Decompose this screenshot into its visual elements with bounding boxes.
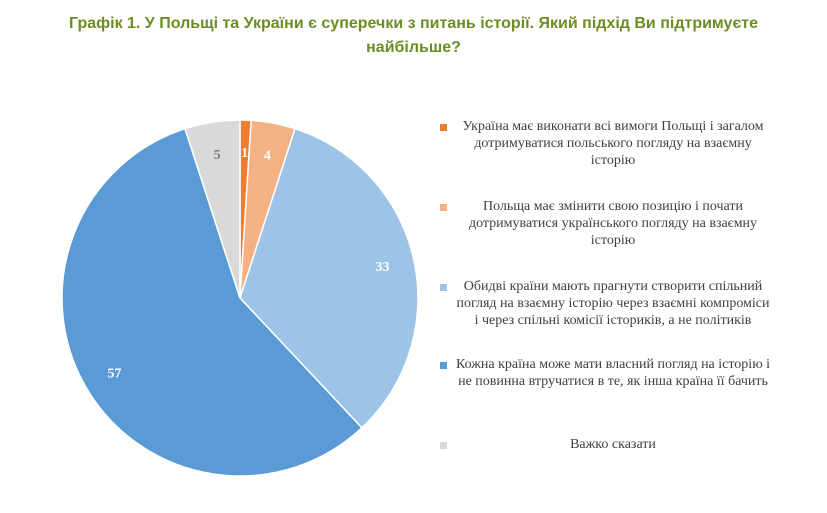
legend-swatch <box>440 362 447 369</box>
legend-swatch <box>440 124 447 131</box>
legend-swatch <box>440 442 447 449</box>
legend-swatch <box>440 204 447 211</box>
data-label-1: 1 <box>241 146 248 161</box>
legend-label: Важко сказати <box>570 437 656 452</box>
legend-label: Кожна країна може мати власний погляд на… <box>455 357 771 389</box>
data-label-5: 5 <box>214 148 221 163</box>
legend-swatch <box>440 284 447 291</box>
pie-slice-4 <box>61 127 363 477</box>
data-label-2: 4 <box>264 149 271 164</box>
data-label-4: 57 <box>107 366 121 381</box>
chart-title: Графік 1. У Польщі та України є суперечк… <box>68 15 759 56</box>
legend-label: Польща має змінити свою позицію і почати… <box>468 199 758 248</box>
pie-slice-5 <box>184 119 241 299</box>
legend-label: Обидві країни мають прагнути створити сп… <box>456 279 770 328</box>
data-label-3: 33 <box>375 260 389 275</box>
pie-slice-3 <box>239 127 419 429</box>
legend-label: Україна має виконати всі вимоги Польщі і… <box>462 119 764 168</box>
